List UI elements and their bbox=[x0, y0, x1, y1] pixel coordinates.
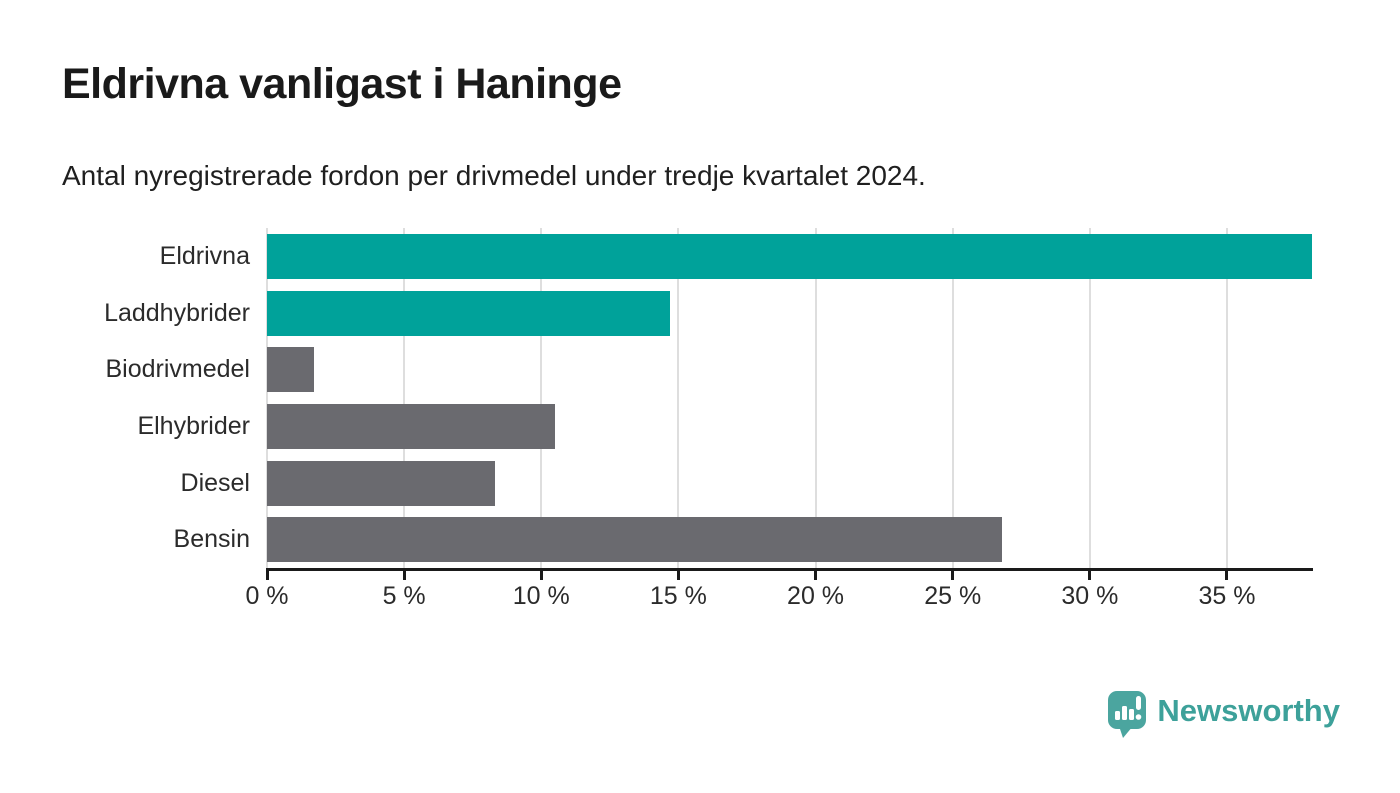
category-label: Bensin bbox=[173, 525, 250, 554]
gridline bbox=[814, 228, 817, 568]
chart-subtitle: Antal nyregistrerade fordon per drivmede… bbox=[62, 160, 926, 191]
chart-title: Eldrivna vanligast i Haninge bbox=[62, 60, 622, 108]
x-tick-label: 25 % bbox=[924, 582, 982, 610]
x-tick-label: 35 % bbox=[1198, 582, 1256, 610]
gridline bbox=[1088, 228, 1091, 568]
gridline bbox=[951, 228, 954, 568]
gridline bbox=[540, 228, 543, 568]
category-label: Diesel bbox=[180, 468, 250, 497]
x-tick-label: 20 % bbox=[787, 582, 845, 610]
x-tick-label: 30 % bbox=[1061, 582, 1119, 610]
bar-diesel bbox=[267, 460, 495, 506]
bar-eldrivna bbox=[267, 233, 1312, 279]
category-label: Biodrivmedel bbox=[105, 355, 250, 384]
newsworthy-logo: Newsworthy bbox=[1107, 690, 1340, 740]
x-tick-mark bbox=[402, 571, 406, 580]
bar-bensin bbox=[267, 517, 1003, 563]
x-tick-mark bbox=[1088, 571, 1092, 580]
bar-laddhybrider bbox=[267, 290, 671, 336]
x-tick-mark bbox=[265, 571, 269, 580]
x-tick-mark bbox=[814, 571, 818, 580]
x-tick-mark bbox=[539, 571, 543, 580]
gridline bbox=[1225, 228, 1228, 568]
x-tick-mark bbox=[951, 571, 955, 580]
x-tick-mark bbox=[1225, 571, 1229, 580]
gridline bbox=[403, 228, 406, 568]
category-label: Laddhybrider bbox=[104, 298, 250, 327]
x-tick-label: 0 % bbox=[245, 582, 289, 610]
bar-biodrivmedel bbox=[267, 347, 314, 393]
x-axis-line bbox=[266, 568, 1313, 571]
bar-elhybrider bbox=[267, 403, 555, 449]
x-tick-label: 10 % bbox=[512, 582, 570, 610]
newsworthy-logo-text: Newsworthy bbox=[1157, 693, 1340, 728]
newsworthy-chart-bubble-icon bbox=[1108, 691, 1147, 738]
x-tick-label: 15 % bbox=[649, 582, 707, 610]
category-label: Elhybrider bbox=[137, 411, 250, 440]
x-tick-mark bbox=[676, 571, 680, 580]
x-tick-label: 5 % bbox=[382, 582, 426, 610]
gridline bbox=[266, 228, 268, 568]
category-label: Eldrivna bbox=[159, 241, 250, 270]
gridline bbox=[677, 228, 680, 568]
